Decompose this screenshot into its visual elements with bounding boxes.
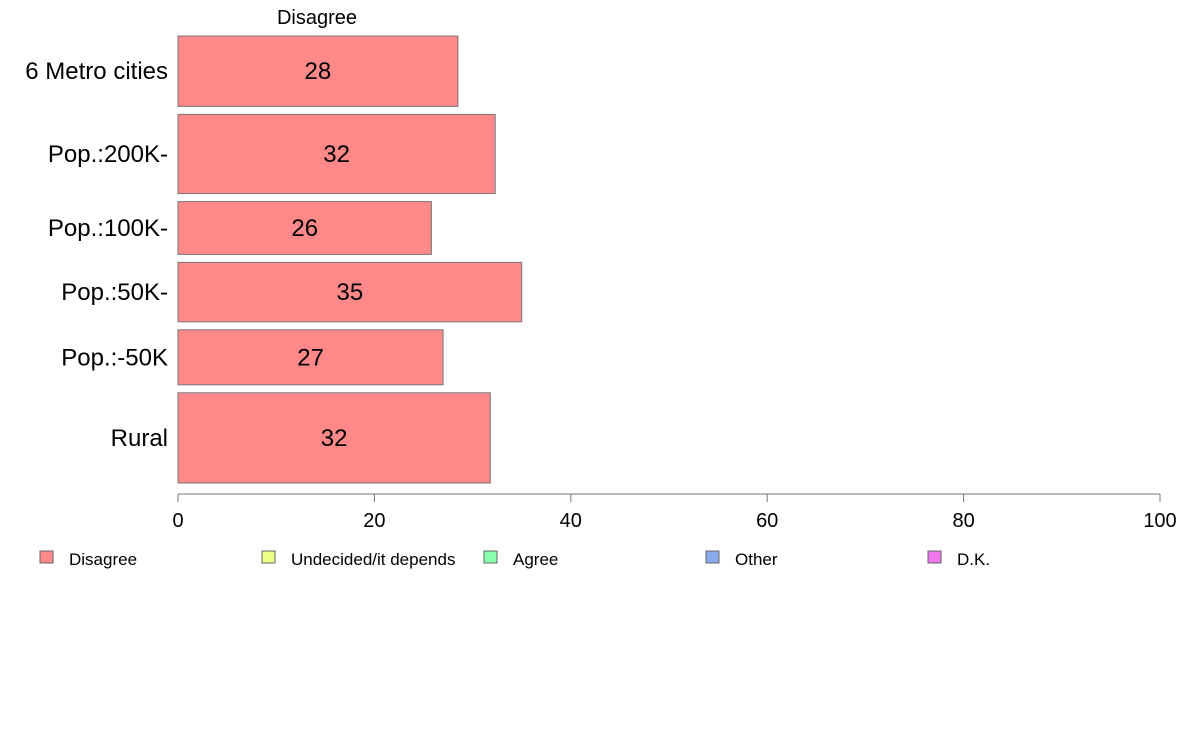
category-label: Rural bbox=[111, 425, 168, 452]
bar-value-label: 27 bbox=[297, 344, 324, 371]
legend-swatch bbox=[705, 550, 720, 564]
legend-label: Undecided/it depends bbox=[291, 550, 455, 569]
bar-value-label: 26 bbox=[291, 215, 318, 242]
legend-swatch bbox=[39, 550, 54, 564]
legend-label: Agree bbox=[513, 550, 558, 569]
category-label: Pop.:100K- bbox=[48, 215, 168, 242]
bars-group: 28 6 Metro cities 32 Pop.:200K- 26 Pop.:100K-… bbox=[25, 35, 523, 484]
category-label: 6 Metro cities bbox=[25, 58, 168, 85]
bar-value-label: 28 bbox=[305, 58, 332, 85]
bar-3 bbox=[177, 261, 523, 323]
legend-label: D.K. bbox=[957, 550, 990, 569]
legend-label: Disagree bbox=[69, 550, 137, 569]
category-label: Pop.:-50K bbox=[61, 344, 168, 371]
x-tick-label: 0 bbox=[172, 510, 183, 532]
bar-0 bbox=[177, 35, 459, 107]
x-tick-label: 40 bbox=[560, 510, 582, 532]
bar-value-label: 32 bbox=[321, 425, 348, 452]
x-tick-label: 100 bbox=[1143, 510, 1176, 532]
panel-title: Disagree bbox=[277, 7, 357, 29]
category-label: Pop.:50K- bbox=[61, 279, 168, 306]
legend: Disagree Undecided/it depends Agree Other D.… bbox=[39, 550, 990, 569]
legend-label: Other bbox=[735, 550, 778, 569]
bar-4 bbox=[177, 329, 444, 386]
category-label: Pop.:200K- bbox=[48, 141, 168, 168]
x-tick-label: 60 bbox=[756, 510, 778, 532]
legend-swatch bbox=[483, 550, 498, 564]
bar-5 bbox=[177, 392, 491, 484]
x-tick-label: 80 bbox=[952, 510, 974, 532]
bar-1 bbox=[177, 113, 496, 195]
bar-value-label: 32 bbox=[323, 141, 350, 168]
bar-2 bbox=[177, 201, 432, 255]
x-axis: 0 20 40 60 80 100 bbox=[172, 493, 1177, 532]
legend-swatch bbox=[927, 550, 942, 564]
legend-swatch bbox=[261, 550, 276, 564]
x-tick-label: 20 bbox=[363, 510, 385, 532]
bar-value-label: 35 bbox=[337, 279, 364, 306]
